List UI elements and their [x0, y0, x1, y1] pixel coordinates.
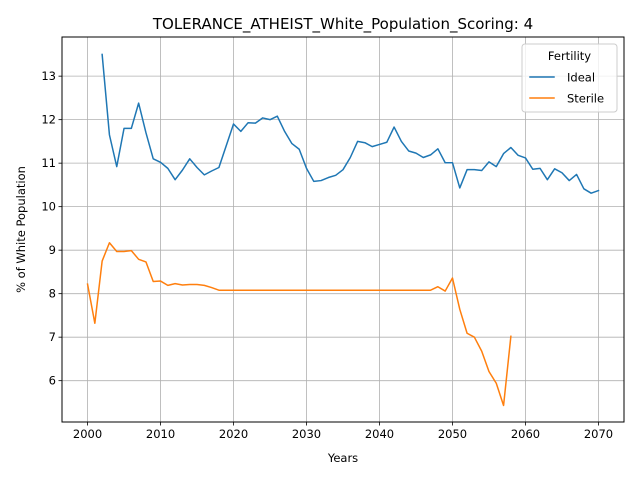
series-line-ideal [101, 53, 600, 194]
y-tick-label: 10 [41, 200, 56, 214]
x-tick-label: 2020 [219, 427, 248, 441]
legend: Fertility Ideal Sterile [521, 43, 618, 113]
plot-frame [61, 36, 625, 423]
axis-ticks: 2000 2010 2020 2030 2040 2050 2060 2070 6 7 8 9 10 11… [41, 69, 613, 441]
x-tick-label: 2060 [511, 427, 540, 441]
y-tick-label: 12 [41, 113, 56, 127]
legend-label-sterile: Sterile [567, 92, 604, 106]
y-tick-label: 8 [49, 287, 56, 301]
series-line-sterile [86, 242, 512, 407]
legend-box [521, 43, 618, 113]
chart-title: TOLERANCE_ATHEIST_White_Population_Scori… [152, 15, 533, 34]
y-tick-label: 9 [49, 243, 56, 257]
legend-title: Fertility [548, 49, 591, 63]
x-tick-label: 2070 [584, 427, 613, 441]
x-tick-label: 2010 [146, 427, 175, 441]
x-tick-label: 2050 [438, 427, 467, 441]
series-lines [86, 53, 600, 407]
y-tick-label: 11 [41, 156, 56, 170]
y-tick-label: 13 [41, 69, 56, 83]
x-axis-label: Years [327, 451, 358, 465]
x-tick-label: 2040 [365, 427, 394, 441]
y-tick-label: 7 [49, 330, 56, 344]
x-tick-label: 2030 [292, 427, 321, 441]
y-tick-label: 6 [49, 374, 56, 388]
x-tick-label: 2000 [73, 427, 102, 441]
y-axis-label: % of White Population [14, 166, 28, 293]
legend-label-ideal: Ideal [567, 71, 595, 85]
